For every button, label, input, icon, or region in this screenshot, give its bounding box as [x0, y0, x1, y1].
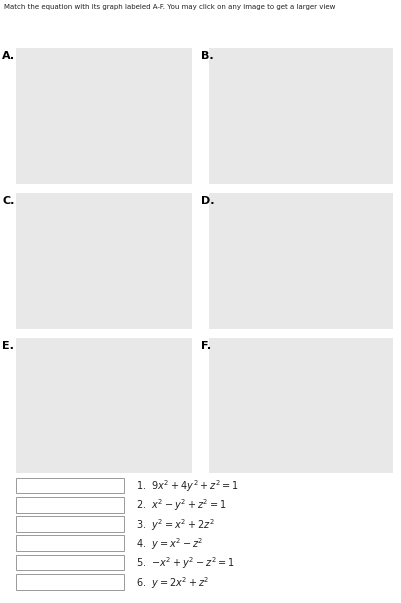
Text: E.: E. — [2, 341, 14, 351]
Text: 6.  $y = 2x^2 + z^2$: 6. $y = 2x^2 + z^2$ — [136, 575, 210, 591]
Text: F.: F. — [200, 341, 211, 351]
Text: Match the equation with its graph labeled A-F. You may click on any image to get: Match the equation with its graph labele… — [4, 4, 335, 10]
Text: 4.  $y = x^2 - z^2$: 4. $y = x^2 - z^2$ — [136, 536, 204, 552]
Text: A.: A. — [2, 51, 15, 62]
Text: 5.  $-x^2 + y^2 - z^2 = 1$: 5. $-x^2 + y^2 - z^2 = 1$ — [136, 555, 235, 572]
Text: D.: D. — [200, 196, 214, 206]
Text: 3.  $y^2 = x^2 + 2z^2$: 3. $y^2 = x^2 + 2z^2$ — [136, 517, 215, 533]
Text: 1.  $9x^2 + 4y^2 + z^2 = 1$: 1. $9x^2 + 4y^2 + z^2 = 1$ — [136, 478, 239, 494]
Text: C.: C. — [2, 196, 14, 206]
Text: B.: B. — [200, 51, 213, 62]
Text: 2.  $x^2 - y^2 + z^2 = 1$: 2. $x^2 - y^2 + z^2 = 1$ — [136, 497, 227, 514]
